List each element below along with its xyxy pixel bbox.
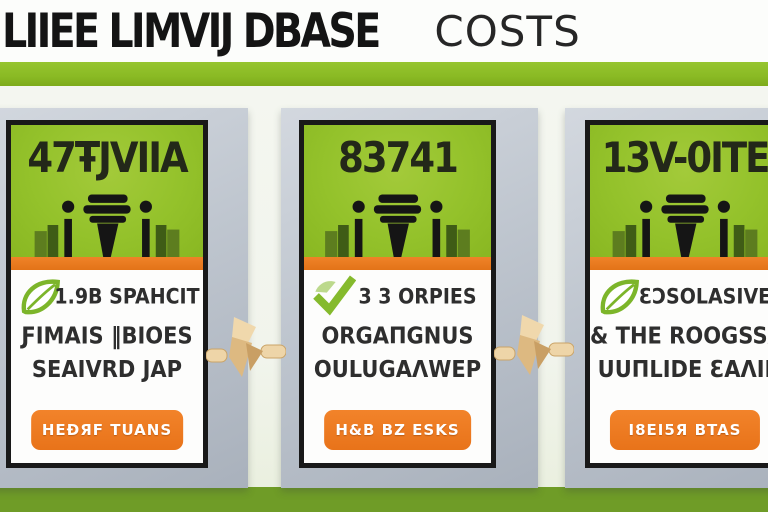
leaf-icon [21, 279, 61, 315]
checkmark-leaf-icon [313, 275, 356, 316]
card-3-orange-stripe [590, 257, 768, 270]
card-3-line-1: ƐƆSOLASIVE [638, 284, 768, 309]
card-1-header: 47ŦJVIIA [11, 125, 203, 257]
card-3-header-title: 13V-0ITE [601, 133, 768, 183]
clothespin-peg-icon [206, 317, 286, 377]
card-3-header: 13V-0ITE [590, 125, 768, 257]
card-1-cta-button[interactable]: HEƉЯF TUANS [31, 410, 183, 450]
presenter-bar-chart-icon [34, 194, 180, 257]
pricing-card-1: 47ŦJVIIA 1.9B SPAHCIT [0, 108, 248, 488]
card-2-orange-stripe [304, 257, 491, 270]
pricing-card-1-inner: 47ŦJVIIA 1.9B SPAHCIT [6, 120, 208, 468]
pricing-card-3-inner: 13V-0ITE ƐƆSOLASIVE [585, 120, 768, 468]
card-2-header-title: 83741 [338, 133, 459, 183]
card-2-line-3: OULUGAΛWEP [313, 356, 482, 383]
card-2-cta-button[interactable]: H&B BZ ESKS [323, 410, 472, 450]
page-title-tail: COSTS [434, 6, 581, 56]
card-3-line-3: UUΠLIDE ƐAΛII [597, 356, 768, 383]
presenter-bar-chart-icon [325, 194, 470, 257]
clothespin-peg-icon [494, 315, 574, 375]
card-1-header-title: 47ŦJVIIA [27, 133, 188, 183]
pricing-card-2-inner: 83741 3 3 ORPIES [299, 120, 496, 468]
card-1-line-1: 1.9B SPAHCIT [54, 284, 200, 309]
card-1-line-2: ƑIMAIS ‖BIOES [21, 322, 193, 349]
pricing-card-3: 13V-0ITE ƐƆSOLASIVE [565, 108, 768, 488]
presenter-bar-chart-icon [612, 194, 758, 257]
card-3-cta-button[interactable]: I8EI5Я BTAS [609, 410, 761, 450]
card-3-line-2: & THE ROOGSSA [590, 322, 768, 349]
leaf-icon [600, 279, 640, 315]
header-band: LIIEE LIMVIJ DBASE COSTS [0, 0, 768, 62]
bottom-green-bar [0, 487, 768, 512]
card-1-body: 1.9B SPAHCIT ƑIMAIS ‖BIOES SEAIVRD JAP H… [11, 270, 203, 463]
card-2-line-2: ORGAΠGNUS [321, 322, 474, 349]
card-1-line-3: SEAIVRD JAP [31, 356, 183, 383]
top-green-divider-bar [0, 62, 768, 86]
pricing-card-2: 83741 3 3 ORPIES [281, 108, 538, 488]
page-title: LIIEE LIMVIJ DBASE COSTS [2, 0, 581, 62]
card-2-header: 83741 [304, 125, 491, 257]
card-2-body: 3 3 ORPIES ORGAΠGNUS OULUGAΛWEP H&B BZ E… [304, 270, 491, 463]
card-1-orange-stripe [11, 257, 203, 270]
card-3-body: ƐƆSOLASIVE & THE ROOGSSA UUΠLIDE ƐAΛII I… [590, 270, 768, 463]
card-2-line-1: 3 3 ORPIES [358, 284, 477, 309]
page-title-main: LIIEE LIMVIJ DBASE [2, 3, 381, 59]
